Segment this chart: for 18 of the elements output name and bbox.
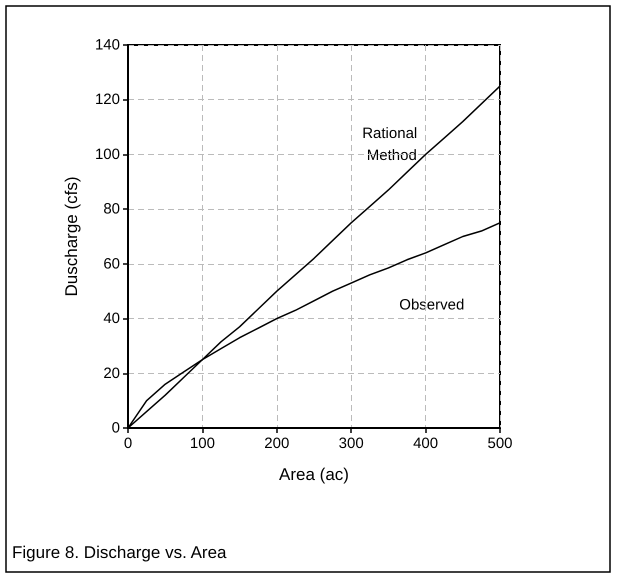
y-tick-label: 60 (103, 255, 120, 272)
y-tick-label: 140 (94, 36, 120, 54)
y-axis-title: Duscharge (cfs) (62, 176, 81, 296)
x-axis-title: Area (ac) (279, 465, 349, 484)
y-tick-label: 40 (103, 310, 120, 328)
text: Observed (399, 296, 464, 314)
x-tick-label: 400 (413, 435, 438, 452)
x-tick-label: 500 (487, 435, 513, 452)
y-tick-label: 20 (103, 364, 120, 382)
x-tick-label: 200 (264, 435, 290, 452)
y-tick-label: 120 (94, 91, 120, 108)
y-tick-label: 0 (112, 420, 120, 436)
y-tick-label: 80 (103, 200, 120, 218)
caption: Figure 8. Discharge vs. Area (12, 543, 228, 562)
x-tick-label: 100 (190, 435, 215, 452)
x-tick-label: 0 (124, 435, 132, 452)
y-tick-label: 100 (94, 146, 120, 163)
x-tick-label: 300 (338, 435, 364, 452)
